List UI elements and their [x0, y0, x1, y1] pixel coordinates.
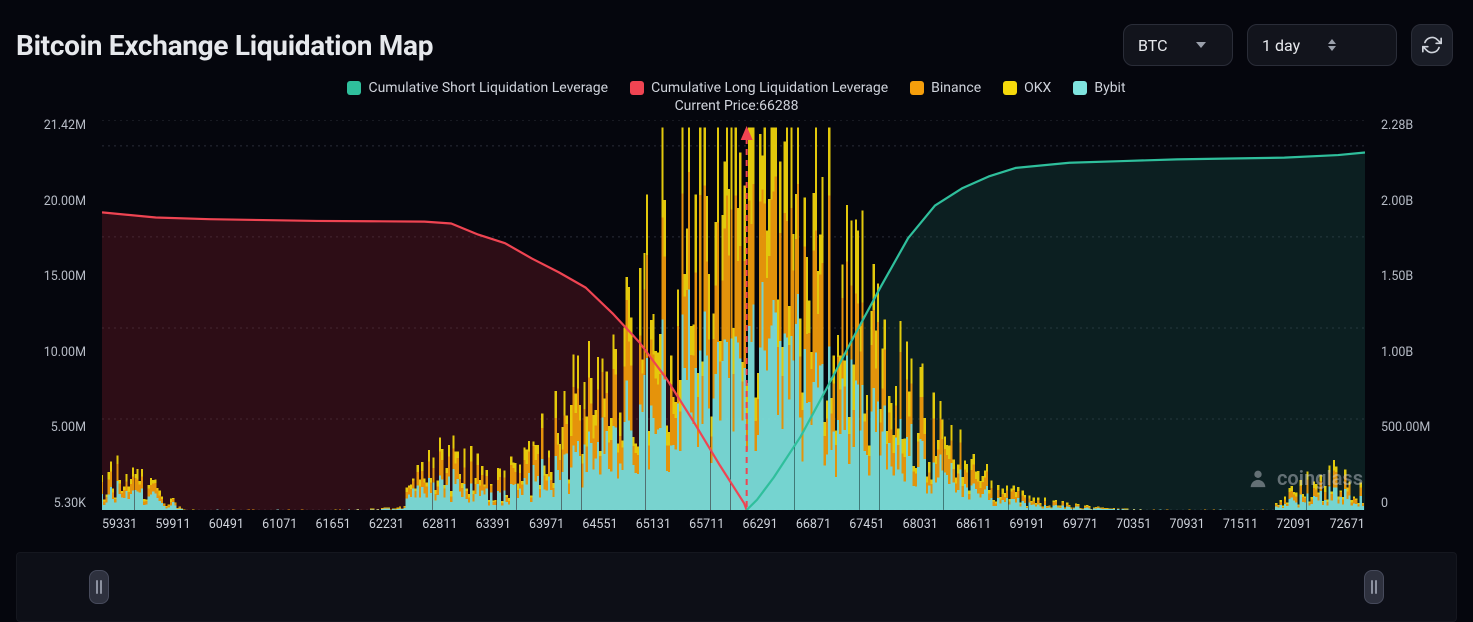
x-tick: 62231: [369, 517, 404, 532]
x-tick: 64551: [582, 517, 617, 532]
x-tick: 68611: [956, 517, 991, 532]
range-slider-handle-right[interactable]: [1364, 570, 1384, 604]
y-right-tick: 1.50B: [1381, 271, 1457, 284]
y-right-tick: 2.28B: [1381, 120, 1457, 133]
x-tick: 66291: [743, 517, 778, 532]
x-tick: 72091: [1276, 517, 1311, 532]
legend-label: Cumulative Short Liquidation Leverage: [368, 80, 608, 96]
legend-label: Binance: [931, 80, 981, 96]
x-tick: 63391: [476, 517, 511, 532]
x-tick: 70351: [1116, 517, 1151, 532]
x-tick: 69771: [1063, 517, 1098, 532]
refresh-icon: [1422, 35, 1442, 55]
y-right-tick: 500.00M: [1381, 422, 1457, 435]
legend-swatch: [1003, 81, 1017, 95]
y-axis-right: 2.28B 2.00B 1.50B 1.00B 500.00M 0: [1373, 120, 1457, 510]
legend-swatch: [1073, 81, 1087, 95]
y-right-tick: 1.00B: [1381, 347, 1457, 360]
x-tick: 65131: [636, 517, 671, 532]
legend-label: Bybit: [1094, 80, 1125, 96]
x-axis: 59331 59911 60491 61071 61651 62231 62811 63391…: [102, 517, 1365, 532]
x-tick: 61651: [316, 517, 351, 532]
range-select[interactable]: 1 day: [1247, 24, 1397, 66]
refresh-button[interactable]: [1411, 24, 1453, 66]
legend-item[interactable]: Bybit: [1073, 80, 1125, 96]
y-axis-left: 21.42M 20.00M 15.00M 10.00M 5.00M 5.30K: [16, 120, 94, 510]
range-slider[interactable]: [16, 552, 1457, 622]
stepper-icon: [1328, 39, 1336, 51]
x-tick: 69191: [1009, 517, 1044, 532]
chevron-down-icon: [1196, 42, 1206, 48]
y-right-tick: 2.00B: [1381, 196, 1457, 209]
page-title: Bitcoin Exchange Liquidation Map: [16, 29, 433, 62]
asset-select-value: BTC: [1138, 36, 1168, 55]
y-right-tick: 0: [1381, 498, 1457, 511]
y-left-tick: 21.42M: [16, 120, 86, 133]
asset-select[interactable]: BTC: [1123, 24, 1233, 66]
x-tick: 68031: [903, 517, 938, 532]
current-price-label: Current Price:66288: [0, 98, 1473, 114]
x-tick: 60491: [209, 517, 244, 532]
x-tick: 63971: [529, 517, 564, 532]
y-left-tick: 5.30K: [16, 498, 86, 511]
chart: 21.42M 20.00M 15.00M 10.00M 5.00M 5.30K 2.28B…: [16, 120, 1457, 528]
legend-swatch: [347, 81, 361, 95]
x-tick: 61071: [262, 517, 297, 532]
x-tick: 65711: [689, 517, 724, 532]
x-tick: 62811: [422, 517, 457, 532]
range-select-value: 1 day: [1262, 36, 1300, 55]
plot-svg: [102, 120, 1365, 510]
y-left-tick: 5.00M: [16, 422, 86, 435]
range-slider-handle-left[interactable]: [89, 570, 109, 604]
plot-area[interactable]: [102, 120, 1365, 510]
x-tick: 70931: [1170, 517, 1205, 532]
x-tick: 59911: [155, 517, 190, 532]
legend-swatch: [910, 81, 924, 95]
legend-label: OKX: [1024, 80, 1051, 96]
legend-swatch: [630, 81, 644, 95]
legend-item[interactable]: Cumulative Long Liquidation Leverage: [630, 80, 888, 96]
legend-item[interactable]: OKX: [1003, 80, 1051, 96]
x-tick: 71511: [1223, 517, 1258, 532]
controls: BTC 1 day: [1123, 24, 1453, 66]
y-left-tick: 15.00M: [16, 271, 86, 284]
x-tick: 67451: [849, 517, 884, 532]
x-tick: 72671: [1330, 517, 1365, 532]
x-tick: 66871: [796, 517, 831, 532]
legend-label: Cumulative Long Liquidation Leverage: [651, 80, 888, 96]
y-left-tick: 20.00M: [16, 196, 86, 209]
legend-item[interactable]: Binance: [910, 80, 981, 96]
chart-legend: Cumulative Short Liquidation Leverage Cum…: [0, 80, 1473, 96]
x-tick: 59331: [102, 517, 137, 532]
legend-item[interactable]: Cumulative Short Liquidation Leverage: [347, 80, 608, 96]
y-left-tick: 10.00M: [16, 347, 86, 360]
